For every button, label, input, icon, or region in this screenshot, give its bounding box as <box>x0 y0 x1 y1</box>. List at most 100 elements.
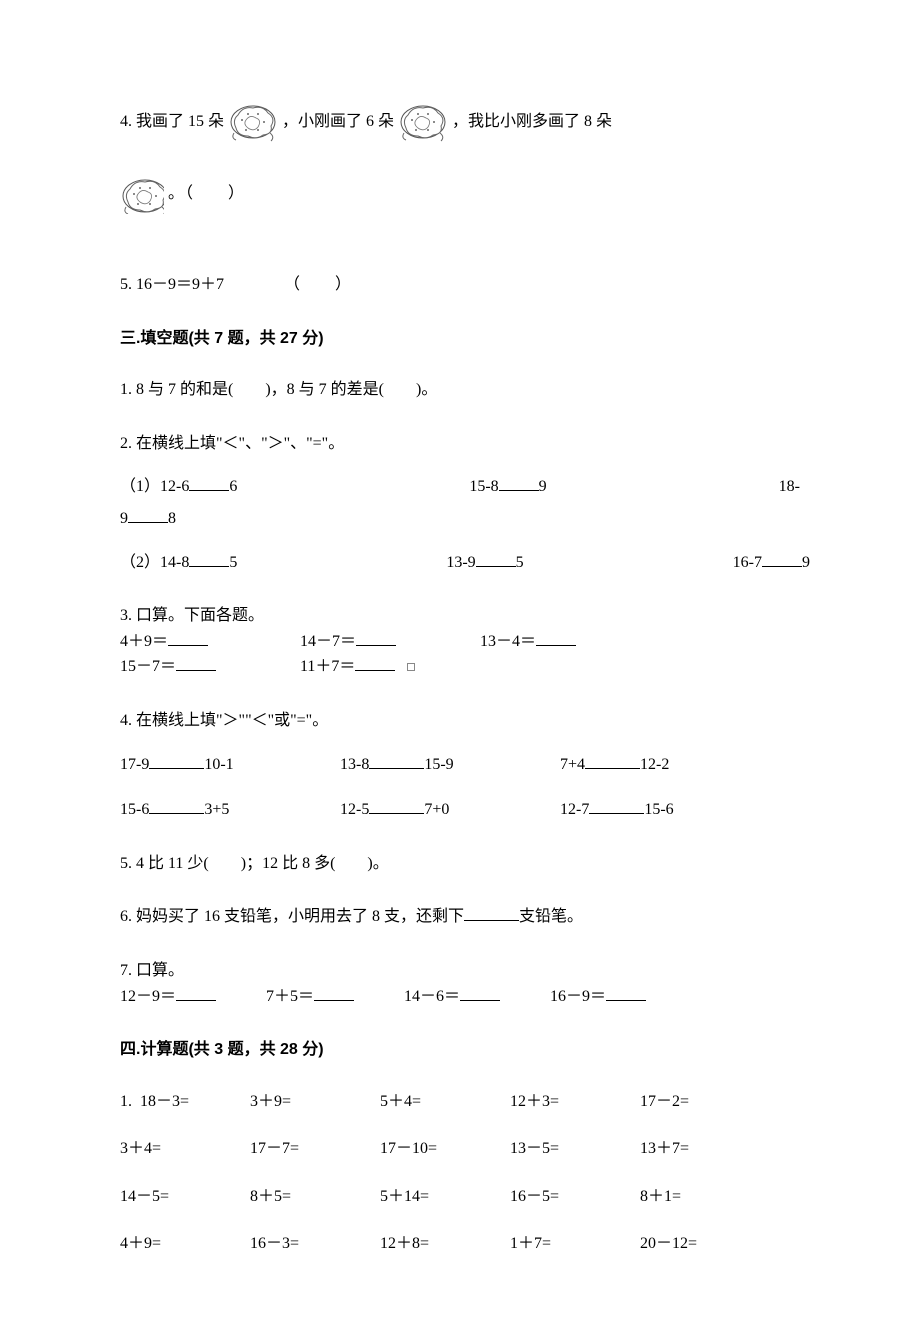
s3-q2-r1a: （1）12-66 <box>120 474 237 500</box>
blank[interactable] <box>476 551 516 567</box>
s3-q6-texta: 妈妈买了 16 支铅笔，小明用去了 8 支，还剩下 <box>136 908 464 925</box>
calc-item: 5＋14= <box>380 1184 510 1210</box>
expr: 8＋1= <box>640 1188 681 1205</box>
q2-5-expr: 16－9＝9＋7 <box>136 276 224 293</box>
blank[interactable] <box>168 630 208 646</box>
expr: 4＋9＝ <box>120 633 168 650</box>
blank[interactable] <box>176 985 216 1001</box>
expr-left: 14-8 <box>160 554 189 571</box>
blank[interactable] <box>606 985 646 1001</box>
section3-title: 三.填空题(共 7 题，共 27 分) <box>120 326 810 352</box>
calc-item: 20－12= <box>640 1231 770 1257</box>
blank[interactable] <box>369 798 424 814</box>
s3-q6-num: 6. <box>120 908 132 925</box>
flower-icon <box>228 100 278 144</box>
r: 15-9 <box>424 756 453 773</box>
calc-item: 11＋7＝ <box>300 654 420 680</box>
expr: 7＋5＝ <box>266 988 314 1005</box>
expr-left: 12-6 <box>160 478 189 495</box>
q2-4-part3: ，我比小刚多画了 8 朵 <box>452 109 612 135</box>
q2-4-part2: ，小刚画了 6 朵 <box>282 109 394 135</box>
expr-right: 8 <box>168 510 176 527</box>
expr: 14－7＝ <box>300 633 356 650</box>
blank[interactable] <box>189 475 229 491</box>
calc-item: 13－4＝ <box>480 629 600 655</box>
blank[interactable] <box>499 475 539 491</box>
calc-item: 14－6＝ <box>404 984 500 1010</box>
s3-q2-intro: 在横线上填"＜"、"＞"、"="。 <box>136 435 344 452</box>
expr: 1＋7= <box>510 1235 551 1252</box>
expr: 18－3= <box>140 1093 189 1110</box>
expr: 13＋7= <box>640 1140 689 1157</box>
s3-q6-textb: 支铅笔。 <box>519 908 583 925</box>
calc-item: 12－9＝ <box>120 984 216 1010</box>
s3-q4: 4. 在横线上填"＞""＜"或"="。 17-910-1 13-815-9 7+… <box>120 708 810 823</box>
blank[interactable] <box>355 655 395 671</box>
expr: 14－6＝ <box>404 988 460 1005</box>
section4-title: 四.计算题(共 3 题，共 28 分) <box>120 1037 810 1063</box>
cmp-item: 15-63+5 <box>120 797 300 823</box>
s3-q2-r2b: 13-95 <box>446 550 523 576</box>
blank[interactable] <box>589 798 644 814</box>
expr: 3＋4= <box>120 1140 161 1157</box>
calc-item: 7＋5＝ <box>266 984 354 1010</box>
calc-item: 4＋9= <box>120 1231 250 1257</box>
blank[interactable] <box>176 655 216 671</box>
expr: 20－12= <box>640 1235 697 1252</box>
expr-left: 18- <box>779 478 800 495</box>
l: 15-6 <box>120 801 149 818</box>
expr-right: 9 <box>539 478 547 495</box>
expr-left-cont: 9 <box>120 510 128 527</box>
expr: 3＋9= <box>250 1093 291 1110</box>
expr: 4＋9= <box>120 1235 161 1252</box>
s3-q7: 7. 口算。 12－9＝ 7＋5＝ 14－6＝ 16－9＝ <box>120 958 810 1009</box>
expr: 5＋14= <box>380 1188 429 1205</box>
blank[interactable] <box>149 753 204 769</box>
calc-item: 17－7= <box>250 1136 380 1162</box>
expr: 17－10= <box>380 1140 437 1157</box>
s3-q5: 5. 4 比 11 少( )；12 比 8 多( )。 <box>120 851 810 877</box>
blank[interactable] <box>369 753 424 769</box>
s3-q7-num: 7. <box>120 962 132 979</box>
r: 10-1 <box>204 756 233 773</box>
blank[interactable] <box>464 905 519 921</box>
s4-q1: 1.18－3= 3＋9= 5＋4= 12＋3= 17－2= 3＋4= 17－7=… <box>120 1089 810 1257</box>
expr: 15－7＝ <box>120 658 176 675</box>
expr-right: 5 <box>516 554 524 571</box>
expr: 17－2= <box>640 1093 689 1110</box>
flower-icon <box>120 174 164 214</box>
blank[interactable] <box>460 985 500 1001</box>
q2-5: 5. 16－9＝9＋7 （ ） <box>120 272 810 298</box>
blank[interactable] <box>314 985 354 1001</box>
s3-q3-num: 3. <box>120 607 132 624</box>
s3-q2-r2c: 16-79 <box>733 550 810 576</box>
calc-item: 13－5= <box>510 1136 640 1162</box>
blank[interactable] <box>585 753 640 769</box>
s3-q5-text: 4 比 11 少( )；12 比 8 多( )。 <box>136 855 389 872</box>
expr: 5＋4= <box>380 1093 421 1110</box>
s3-q3: 3. 口算。下面各题。 4＋9＝ 14－7＝ 13－4＝ 15－7＝ 11＋7＝ <box>120 603 810 680</box>
blank[interactable] <box>149 798 204 814</box>
q2-4: 4. 我画了 15 朵 ，小刚画了 6 朵 ，我比小刚多画了 8 朵 。（ ） <box>120 100 810 214</box>
expr-right: 5 <box>229 554 237 571</box>
blank[interactable] <box>189 551 229 567</box>
expr: 13－4＝ <box>480 633 536 650</box>
calc-item: 5＋4= <box>380 1089 510 1115</box>
expr: 16－9＝ <box>550 988 606 1005</box>
calc-item: 4＋9＝ <box>120 629 240 655</box>
expr-right: 6 <box>229 478 237 495</box>
r: 7+0 <box>424 801 449 818</box>
s3-q2-num: 2. <box>120 435 132 452</box>
blank[interactable] <box>128 507 168 523</box>
dot-icon <box>407 663 415 671</box>
s3-q2: 2. 在横线上填"＜"、"＞"、"="。 （1）12-66 15-89 18- … <box>120 431 810 575</box>
blank[interactable] <box>536 630 576 646</box>
cmp-item: 13-815-9 <box>340 752 520 778</box>
blank[interactable] <box>762 551 802 567</box>
blank[interactable] <box>356 630 396 646</box>
s3-q4-num: 4. <box>120 712 132 729</box>
l: 17-9 <box>120 756 149 773</box>
calc-item: 16－9＝ <box>550 984 646 1010</box>
expr: 14－5= <box>120 1188 169 1205</box>
expr-left: 15-8 <box>469 478 498 495</box>
